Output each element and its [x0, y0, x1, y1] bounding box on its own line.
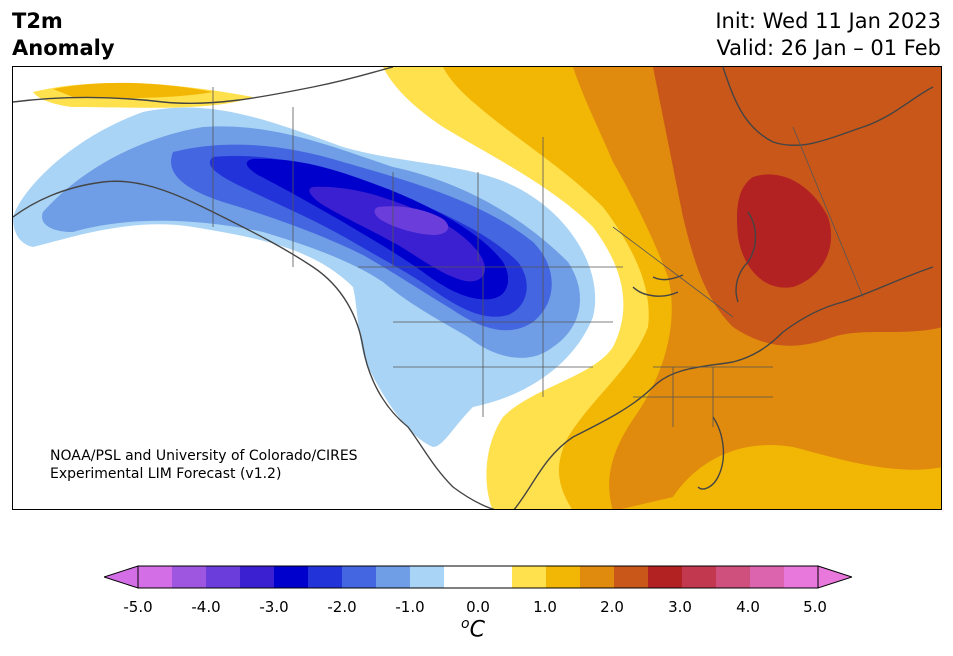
tick-label: -5.0: [123, 598, 153, 616]
colorbar-segment: [172, 566, 207, 588]
colorbar-segment: [750, 566, 785, 588]
tick-label: -3.0: [259, 598, 289, 616]
valid-range: Valid: 26 Jan – 01 Feb: [716, 36, 941, 60]
political-borders: [212, 87, 864, 427]
credit-line-1: NOAA/PSL and University of Colorado/CIRE…: [50, 448, 358, 464]
colorbar-frame: [137, 565, 819, 589]
anomaly-map: NOAA/PSL and University of Colorado/CIRE…: [12, 66, 942, 510]
title-line-2: Anomaly: [12, 36, 115, 60]
colorbar-segment: [444, 566, 479, 588]
colorbar-segment: [342, 566, 377, 588]
colorbar-segment: [478, 566, 513, 588]
colorbar: [104, 565, 852, 589]
colorbar-unit: oC: [461, 616, 485, 642]
colorbar-segment: [308, 566, 343, 588]
tick-label: 4.0: [736, 598, 760, 616]
unit-degree: o: [461, 616, 470, 632]
forecast-dates: Init: Wed 11 Jan 2023 Valid: 26 Jan – 01…: [715, 8, 941, 62]
colorbar-segment: [410, 566, 445, 588]
init-date: Init: Wed 11 Jan 2023: [715, 9, 941, 33]
unit-letter: C: [469, 617, 485, 643]
tick-label: 1.0: [533, 598, 557, 616]
tick-label: 0.0: [466, 598, 490, 616]
colorbar-segment: [376, 566, 411, 588]
anomaly-map-svg: [13, 67, 941, 509]
tick-label: -4.0: [191, 598, 221, 616]
colorbar-segment: [274, 566, 309, 588]
tick-label: -2.0: [327, 598, 357, 616]
colorbar-segment: [240, 566, 275, 588]
colorbar-segment: [648, 566, 683, 588]
data-credit: NOAA/PSL and University of Colorado/CIRE…: [50, 447, 358, 483]
map-title: T2m Anomaly: [12, 8, 115, 62]
colorbar-segment: [784, 566, 819, 588]
credit-line-2: Experimental LIM Forecast (v1.2): [50, 466, 282, 482]
tick-label: 3.0: [668, 598, 692, 616]
colorbar-ticks: -5.0 -4.0 -3.0 -2.0 -1.0 0.0 1.0 2.0 3.0…: [0, 598, 953, 618]
coastlines: [13, 67, 934, 509]
tick-label: -1.0: [395, 598, 425, 616]
colorbar-segment: [614, 566, 649, 588]
colorbar-segment: [716, 566, 751, 588]
colorbar-segment: [138, 566, 173, 588]
colorbar-segment: [206, 566, 241, 588]
colorbar-segment: [546, 566, 581, 588]
colorbar-segment: [580, 566, 615, 588]
title-line-1: T2m: [12, 9, 63, 33]
cold-anomaly-field: [13, 107, 596, 447]
tick-label: 2.0: [600, 598, 624, 616]
colorbar-boxes: [104, 565, 852, 589]
warm-anomaly-field: [33, 67, 941, 509]
colorbar-segment: [512, 566, 547, 588]
colorbar-segment: [682, 566, 717, 588]
colorbar-under-arrow: [104, 565, 139, 589]
colorbar-over-arrow: [817, 565, 852, 589]
tick-label: 5.0: [803, 598, 827, 616]
